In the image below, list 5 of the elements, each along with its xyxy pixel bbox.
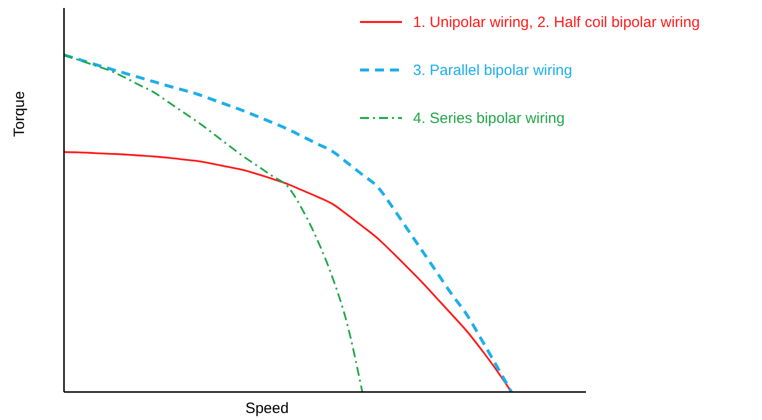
y-axis-title: Torque [11,91,28,137]
legend-label: 4. Series bipolar wiring [413,110,565,127]
x-axis-title: Speed [245,400,289,417]
legend-label: 1. Unipolar wiring, 2. Half coil bipolar wiring [413,14,700,31]
legend-label: 3. Parallel bipolar wiring [413,62,572,79]
